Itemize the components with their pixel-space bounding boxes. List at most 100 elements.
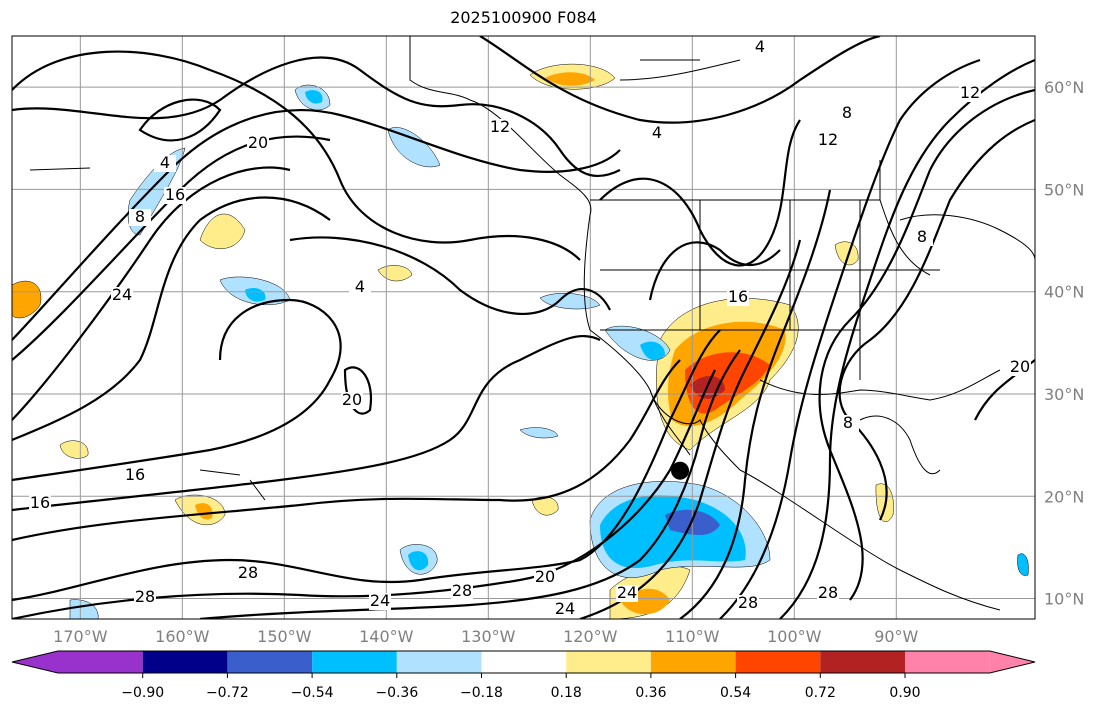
contour-label: 8 [135, 207, 145, 226]
colorbar-segment [58, 651, 143, 673]
contour-label-bg [817, 585, 839, 602]
lat-tick-label: 10°N [1044, 590, 1084, 609]
contour-label-bg [737, 595, 759, 612]
map-title: 2025100900 F084 [450, 8, 597, 27]
colorbar-tick-label: −0.72 [206, 685, 249, 701]
contour-label-bg [369, 593, 391, 610]
colorbar-segment [566, 651, 651, 673]
contour-label-bg [817, 132, 839, 149]
contour-label: 12 [960, 83, 980, 102]
contour-label: 24 [370, 591, 390, 610]
lon-tick-label: 160°W [155, 627, 210, 646]
contour-label: 20 [248, 133, 268, 152]
contour-label-bg [247, 135, 269, 152]
contour-label: 20 [1010, 357, 1030, 376]
contour-label: 8 [917, 227, 927, 246]
contour-label-bg [959, 85, 981, 102]
contour-label-bg [727, 289, 749, 306]
shaded-anomalies [12, 63, 1029, 619]
colorbar-segment [650, 651, 736, 673]
contour-label: 8 [842, 103, 852, 122]
lon-tick-label: 120°W [563, 627, 618, 646]
colorbar-tick-label: −0.18 [460, 685, 503, 701]
contour-label-bg [749, 39, 771, 56]
contour-label-bg [836, 105, 858, 122]
colorbar-tick-label: 0.36 [635, 685, 666, 701]
contour-label: 28 [238, 563, 258, 582]
lon-tick-label: 130°W [461, 627, 516, 646]
colorbar-extend-high [989, 651, 1035, 673]
contour-label-bg [451, 583, 473, 600]
colorbar-segment [142, 651, 228, 673]
colorbar-segment [227, 651, 313, 673]
contour-label-bg [489, 119, 511, 136]
contour-label-bg [837, 415, 859, 432]
contour-label-bg [124, 467, 146, 484]
colorbar-tick-label: −0.90 [121, 685, 164, 701]
contour-label-bg [341, 392, 363, 409]
colorbar-tick-label: −0.36 [375, 685, 418, 701]
lat-tick-label: 50°N [1044, 180, 1084, 199]
colorbar-tick-label: 0.54 [720, 685, 751, 701]
colorbar-tick-label: 0.18 [551, 685, 582, 701]
contour-label: 16 [728, 287, 748, 306]
contour-label: 16 [125, 465, 145, 484]
location-marker [671, 461, 690, 480]
contour-label: 28 [818, 583, 838, 602]
map-frame [11, 35, 1036, 620]
lon-tick-label: 110°W [665, 627, 720, 646]
contour-label-bg [349, 279, 371, 296]
contour-label-bg [646, 125, 668, 142]
contour-label-bg [134, 589, 156, 606]
contour-label-bg [911, 229, 933, 246]
colorbar-extend-low [12, 651, 58, 673]
colorbar-tick-label: −0.54 [291, 685, 334, 701]
lat-tick-label: 20°N [1044, 487, 1084, 506]
contour-label-bg [1009, 359, 1031, 376]
contour-label-bg [534, 569, 556, 586]
colorbar-outline [11, 650, 1036, 674]
contour-label-bg [554, 601, 576, 618]
lon-tick-label: 140°W [359, 627, 414, 646]
contour-label: 4 [160, 153, 170, 172]
contour-label: 24 [112, 285, 132, 304]
contour-label: 16 [30, 493, 50, 512]
lat-tick-label: 30°N [1044, 385, 1084, 404]
contour-label: 20 [535, 567, 555, 586]
contour-label: 8 [843, 413, 853, 432]
contour-lines [12, 36, 1035, 619]
contour-label-bg [154, 155, 176, 172]
contour-label: 28 [135, 587, 155, 606]
colorbar-segment [735, 651, 821, 673]
contour-label: 20 [342, 390, 362, 409]
contour-label-bg [111, 287, 133, 304]
lon-tick-label: 90°W [874, 627, 918, 646]
lon-tick-label: 150°W [257, 627, 312, 646]
contour-label-bg [164, 187, 186, 204]
contour-label: 16 [165, 185, 185, 204]
contour-label: 4 [755, 37, 765, 56]
colorbar: −0.90 −0.72 −0.54 −0.36 −0.18 0.18 0.36 0.54 0.7… [11, 650, 1036, 701]
lat-tick-label: 40°N [1044, 283, 1084, 302]
contour-label-bg [29, 495, 51, 512]
lat-tick-label: 60°N [1044, 78, 1084, 97]
colorbar-segment [820, 651, 905, 673]
contour-label-bg [616, 585, 638, 602]
contour-label: 12 [818, 130, 838, 149]
colorbar-tick-label: 0.72 [805, 685, 836, 701]
lon-tick-label: 100°W [767, 627, 822, 646]
colorbar-tick-label: 0.90 [889, 685, 920, 701]
contour-label-bg [237, 565, 259, 582]
contour-label: 12 [490, 117, 510, 136]
colorbar-segment [481, 651, 567, 673]
colorbar-segment [396, 651, 482, 673]
contour-label-bg [129, 209, 151, 226]
contour-label: 24 [617, 583, 637, 602]
axis-labels: 170°W 160°W 150°W 140°W 130°W 120°W 110°W 100°W… [53, 78, 1084, 646]
contour-label: 4 [355, 277, 365, 296]
colorbar-segment [905, 651, 990, 673]
contour-label: 28 [452, 581, 472, 600]
